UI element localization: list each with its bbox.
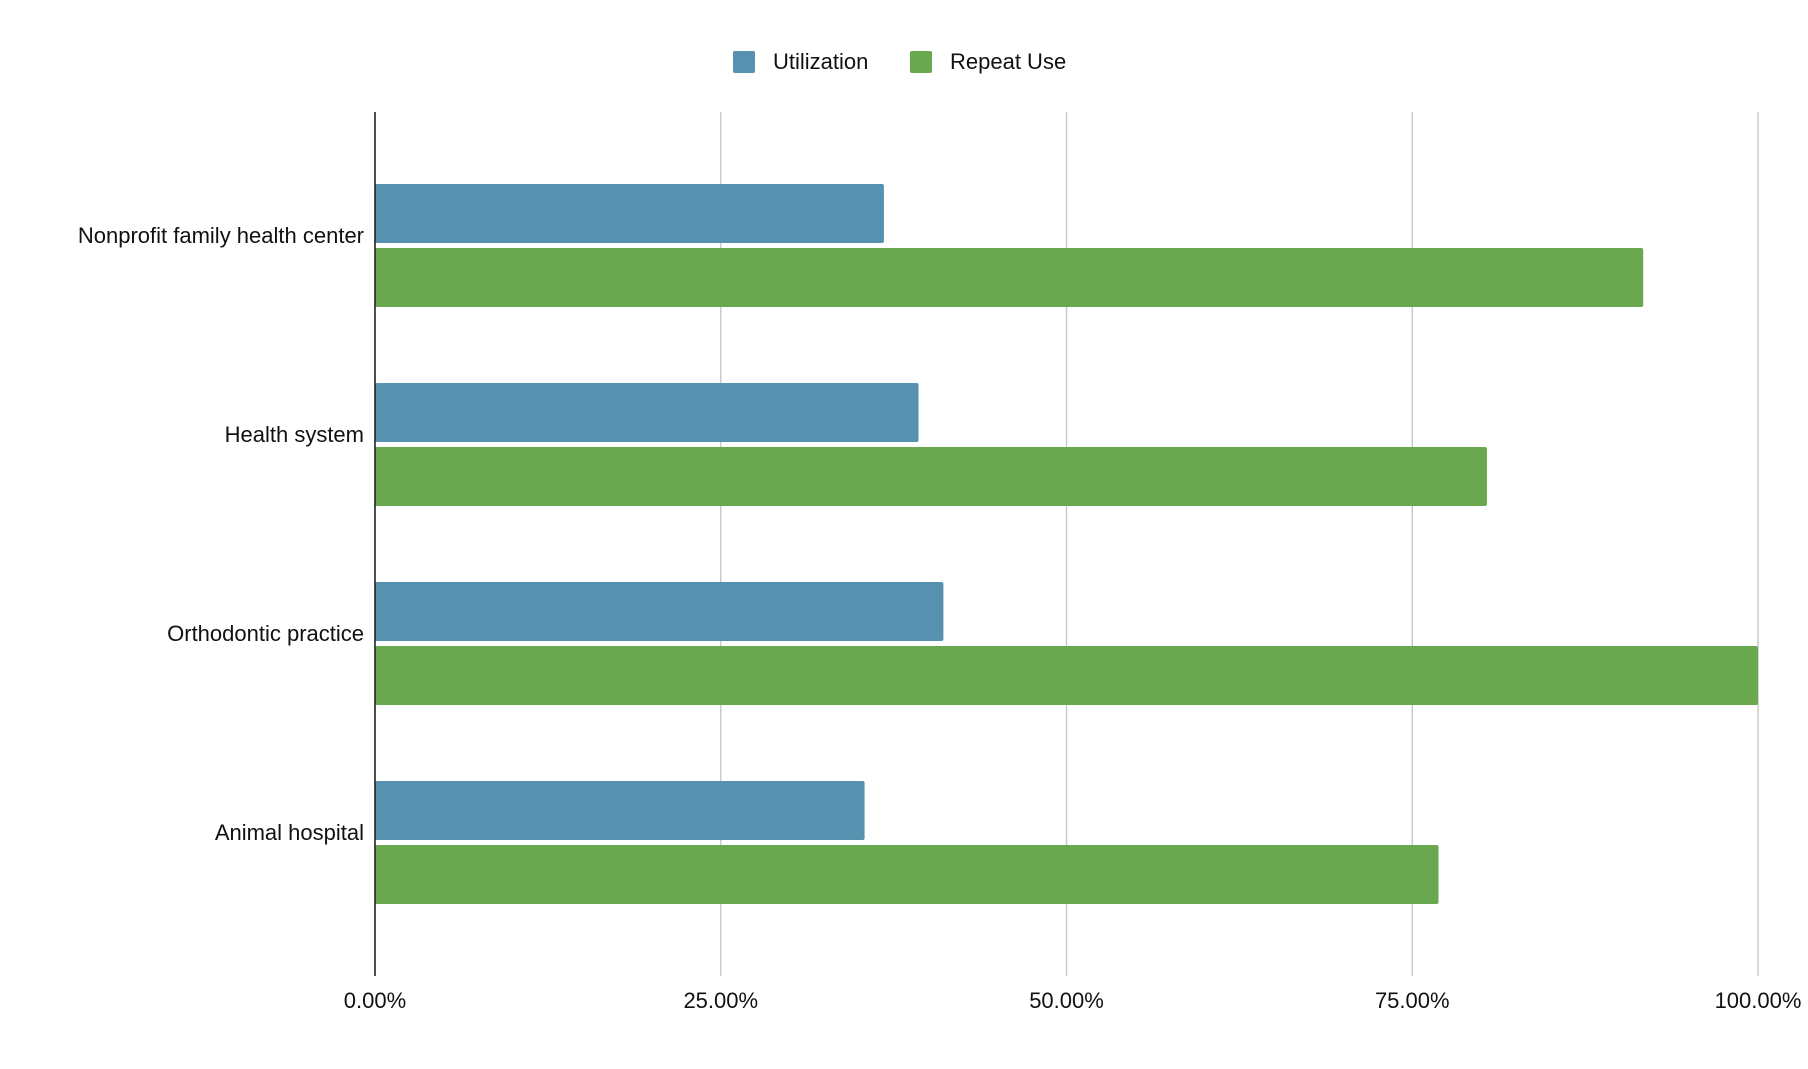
bar-utilization-animal-hospital (375, 781, 865, 840)
x-tick-label-4: 100.00% (1715, 988, 1802, 1013)
category-label-orthodontic-practice: Orthodontic practice (167, 621, 364, 646)
x-tick-label-2: 50.00% (1029, 988, 1104, 1013)
x-tick-label-0: 0.00% (344, 988, 406, 1013)
x-tick-label-1: 25.00% (683, 988, 758, 1013)
legend-swatch-utilization (733, 51, 755, 73)
category-label-animal-hospital: Animal hospital (215, 820, 364, 845)
bar-utilization-orthodontic-practice (375, 582, 944, 641)
category-label-health-system: Health system (225, 422, 364, 447)
legend-label-utilization: Utilization (773, 49, 868, 74)
x-tick-label-3: 75.00% (1375, 988, 1450, 1013)
bar-repeat-use-animal-hospital (375, 845, 1439, 904)
bar-repeat-use-health-system (375, 447, 1487, 506)
bar-utilization-nonprofit-family-health-center (375, 184, 884, 243)
category-labels: Nonprofit family health center Health sys… (78, 223, 364, 845)
legend: Utilization Repeat Use (733, 49, 1066, 74)
legend-swatch-repeat-use (910, 51, 932, 73)
bar-repeat-use-nonprofit-family-health-center (375, 248, 1644, 307)
legend-label-repeat-use: Repeat Use (950, 49, 1066, 74)
x-tick-labels: 0.00% 25.00% 50.00% 75.00% 100.00% (344, 988, 1802, 1013)
bar-utilization-health-system (375, 383, 919, 442)
bar-repeat-use-orthodontic-practice (375, 646, 1758, 705)
category-label-nonprofit-family-health-center: Nonprofit family health center (78, 223, 364, 248)
bars (375, 184, 1758, 904)
